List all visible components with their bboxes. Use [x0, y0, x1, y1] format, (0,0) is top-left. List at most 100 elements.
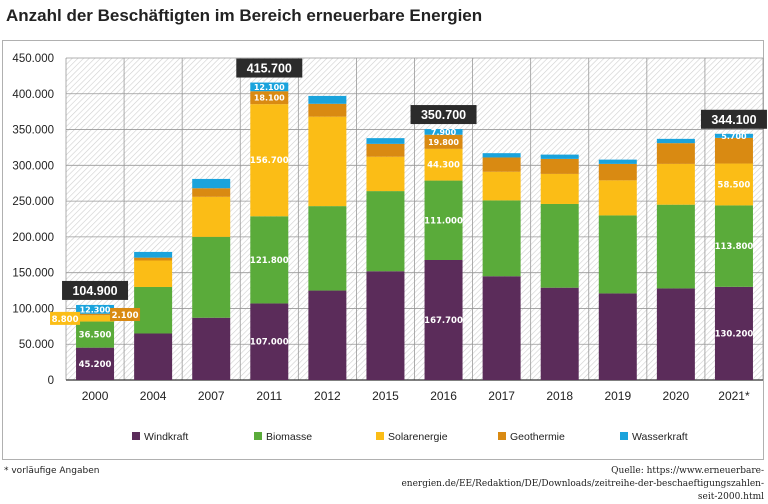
- bar-segment-windkraft-2018: [540, 287, 579, 380]
- bar-segment-solarenergie-2017: [482, 171, 521, 201]
- bar-segment-geothermie-2017: [482, 157, 521, 172]
- bar-segment-solarenergie-2021: [714, 163, 753, 206]
- x-tick-label: 2015: [372, 389, 399, 403]
- bar-segment-wasserkraft-2007: [192, 178, 231, 189]
- data-label-wasserkraft-2016: 7.900: [431, 128, 457, 137]
- total-value: 104.900: [72, 284, 117, 298]
- bar-segment-windkraft-2012: [308, 290, 347, 380]
- x-tick-label: 2007: [198, 389, 225, 403]
- chart-title: Anzahl der Beschäftigten im Bereich erne…: [6, 6, 483, 25]
- bar-segment-solarenergie-2011: [250, 104, 289, 217]
- bar-segment-biomasse-2016: [424, 180, 463, 261]
- legend-swatch-solarenergie: [376, 432, 384, 440]
- total-value: 344.100: [711, 113, 756, 127]
- bar-segment-solarenergie-2007: [192, 196, 231, 237]
- stacked-bar-chart: 0 50.000 100.000 150.000 200.000 250.000 300.0…: [12, 53, 767, 443]
- bar-segment-solarenergie-2019: [598, 180, 637, 216]
- bar-segment-biomasse-2011: [250, 216, 289, 304]
- y-tick-label: 100.000: [12, 303, 54, 315]
- data-label-wasserkraft-2021: 5.700: [721, 132, 747, 141]
- x-tick-label: 2012: [314, 389, 341, 403]
- bar-segment-wasserkraft-2019: [598, 159, 637, 164]
- x-tick-label: 2016: [430, 389, 457, 403]
- bar-segment-wasserkraft-2012: [308, 95, 347, 104]
- bar-segment-solarenergie-2012: [308, 116, 347, 207]
- bar-segment-biomasse-2017: [482, 200, 521, 277]
- bar-segment-geothermie-2020: [656, 143, 695, 164]
- data-label-windkraft-2000: 45.200: [79, 360, 112, 370]
- legend-label-solarenergie: Solarenergie: [388, 431, 448, 443]
- bar-segment-solarenergie-2015: [366, 156, 405, 192]
- bar-segment-biomasse-2000: [76, 321, 115, 348]
- bar-segment-wasserkraft-2000: [76, 304, 115, 314]
- y-tick-label: 200.000: [12, 232, 54, 244]
- bar-segment-geothermie-2015: [366, 143, 405, 157]
- bar-segment-solarenergie-2018: [540, 173, 579, 204]
- footnote: * vorläufige Angaben: [4, 466, 100, 476]
- bar-segment-wasserkraft-2011: [250, 82, 289, 92]
- legend-swatch-wasserkraft: [620, 432, 628, 440]
- bar-segment-geothermie-2000: [76, 313, 115, 316]
- bar-segment-wasserkraft-2015: [366, 138, 405, 144]
- x-tick-label: 2019: [604, 389, 631, 403]
- legend-swatch-windkraft: [132, 432, 140, 440]
- total-label-2011: [236, 58, 303, 78]
- chart-frame: [2, 40, 764, 460]
- bar-segment-geothermie-2019: [598, 163, 637, 181]
- y-tick-label: 400.000: [12, 89, 54, 101]
- bar-segment-biomasse-2004: [134, 286, 173, 334]
- bar-segment-solarenergie-2000: [76, 315, 115, 322]
- bar-segment-solarenergie-2016: [424, 148, 463, 181]
- y-tick-label: 300.000: [12, 160, 54, 172]
- bar-segment-biomasse-2021: [714, 205, 753, 287]
- bar-segment-windkraft-2015: [366, 271, 405, 380]
- data-label-geothermie-2000-callout: [110, 307, 141, 321]
- bar-segment-biomasse-2020: [656, 204, 695, 289]
- y-tick-label: 450.000: [12, 53, 54, 65]
- bar-segment-windkraft-2016: [424, 260, 463, 380]
- bar-segment-wasserkraft-2004: [134, 251, 173, 258]
- legend-label-windkraft: Windkraft: [144, 431, 188, 443]
- bar-segment-windkraft-2007: [192, 317, 231, 380]
- bar-segment-geothermie-2016: [424, 134, 463, 149]
- bar-segment-wasserkraft-2016: [424, 129, 463, 135]
- data-label-solarenergie-2021: 58.500: [718, 180, 751, 190]
- data-label-geothermie-2011: 18.100: [254, 94, 285, 103]
- legend-swatch-biomasse: [254, 432, 262, 440]
- y-tick-label: 250.000: [12, 196, 54, 208]
- total-label-2016: [410, 105, 477, 125]
- bar-segment-biomasse-2012: [308, 206, 347, 291]
- data-label-biomasse-2021: 113.800: [715, 242, 754, 252]
- bar-segment-wasserkraft-2020: [656, 138, 695, 144]
- bar-segment-biomasse-2015: [366, 191, 405, 272]
- x-tick-label: 2020: [663, 389, 690, 403]
- bar-segment-windkraft-2021: [714, 286, 753, 380]
- bar-segment-solarenergie-2020: [656, 163, 695, 205]
- bar-segment-geothermie-2018: [540, 158, 579, 174]
- bar-segment-geothermie-2012: [308, 103, 347, 117]
- data-label-solarenergie-2016: 44.300: [427, 161, 460, 171]
- y-tick-label: 0: [48, 375, 54, 387]
- x-tick-label: 2021*: [718, 389, 750, 403]
- data-label-solarenergie-2000-callout: [50, 311, 81, 325]
- bar-segment-windkraft-2004: [134, 333, 173, 380]
- y-tick-label: 150.000: [12, 268, 54, 280]
- data-label-biomasse-2016: 111.000: [424, 216, 463, 226]
- x-tick-label: 2017: [488, 389, 515, 403]
- bar-segment-windkraft-2000: [76, 347, 115, 380]
- bar-segment-geothermie-2021: [714, 137, 753, 164]
- data-label-biomasse-2011: 121.800: [250, 256, 289, 266]
- bar-segment-windkraft-2011: [250, 303, 289, 380]
- y-tick-label: 50.000: [19, 339, 54, 351]
- source-note: Quelle: https://www.erneuerbare-energien…: [401, 466, 764, 502]
- bar-segment-wasserkraft-2017: [482, 153, 521, 158]
- bar-segment-windkraft-2017: [482, 276, 521, 380]
- bar-segment-biomasse-2018: [540, 203, 579, 288]
- bar-segment-solarenergie-2004: [134, 260, 173, 287]
- legend-swatch-geothermie: [498, 432, 506, 440]
- legend-label-wasserkraft: Wasserkraft: [632, 431, 688, 443]
- total-label-2021: [700, 109, 767, 129]
- bar-segment-windkraft-2019: [598, 293, 637, 380]
- bar-segment-wasserkraft-2021: [714, 133, 753, 138]
- legend-label-biomasse: Biomasse: [266, 431, 312, 443]
